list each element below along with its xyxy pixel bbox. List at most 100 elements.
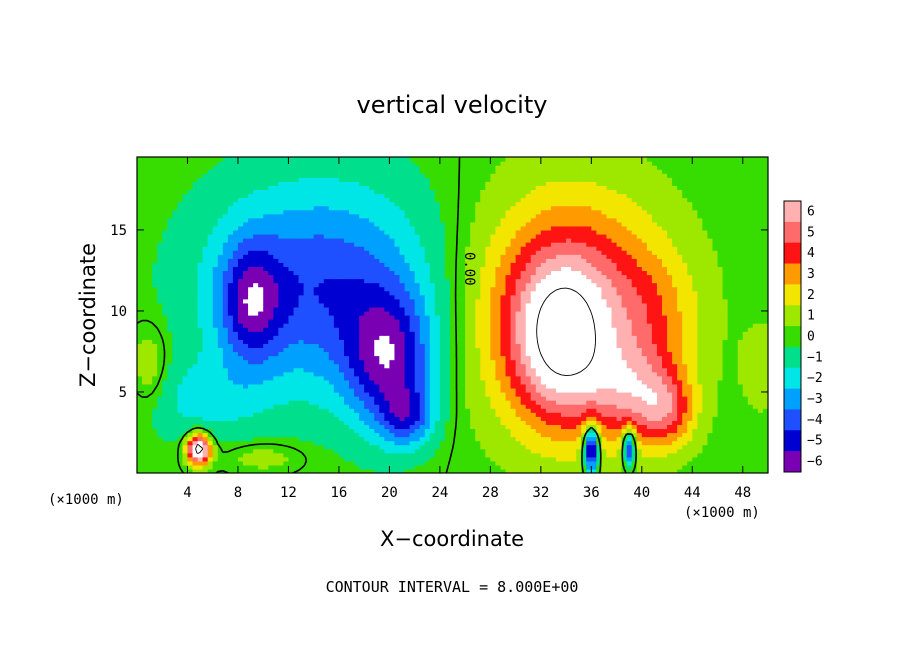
heatmap-cell bbox=[248, 460, 254, 466]
heatmap-cell bbox=[561, 420, 567, 425]
heatmap-cell bbox=[555, 420, 562, 425]
heatmap-cell bbox=[399, 359, 406, 365]
heatmap-cell bbox=[369, 347, 375, 353]
heatmap-cell bbox=[646, 347, 653, 353]
heatmap-cell bbox=[232, 383, 239, 389]
heatmap-cell bbox=[606, 323, 613, 328]
heatmap-cell bbox=[303, 351, 310, 357]
heatmap-cell bbox=[651, 428, 658, 434]
heatmap-cell bbox=[752, 391, 759, 397]
heatmap-cell bbox=[757, 456, 764, 462]
heatmap-cell bbox=[742, 351, 749, 357]
heatmap-cell bbox=[747, 339, 754, 344]
heatmap-cell bbox=[202, 379, 209, 385]
heatmap-cell bbox=[449, 363, 456, 369]
heatmap-cell bbox=[576, 468, 582, 473]
heatmap-cell bbox=[333, 347, 340, 353]
heatmap-cell bbox=[338, 412, 345, 417]
heatmap-cell bbox=[298, 319, 305, 324]
heatmap-cell bbox=[389, 327, 396, 332]
heatmap-cell bbox=[293, 383, 300, 389]
heatmap-cell bbox=[328, 387, 335, 393]
heatmap-cell bbox=[480, 327, 486, 332]
heatmap-cell bbox=[439, 379, 446, 385]
heatmap-cell bbox=[399, 323, 406, 328]
heatmap-cell bbox=[636, 319, 643, 324]
heatmap-cell bbox=[490, 391, 497, 397]
heatmap-cell bbox=[323, 371, 330, 377]
heatmap-cell bbox=[303, 416, 310, 421]
heatmap-cell bbox=[616, 464, 623, 470]
heatmap-cell bbox=[717, 468, 724, 473]
heatmap-cell bbox=[616, 448, 623, 454]
heatmap-cell bbox=[561, 315, 567, 320]
heatmap-cell bbox=[404, 387, 411, 393]
heatmap-cell bbox=[399, 440, 406, 446]
heatmap-cell bbox=[545, 323, 552, 328]
heatmap-cell bbox=[424, 323, 431, 328]
heatmap-cell bbox=[596, 351, 603, 357]
heatmap-cell bbox=[424, 400, 431, 405]
heatmap-cell bbox=[424, 351, 431, 357]
heatmap-cell bbox=[475, 456, 481, 462]
heatmap-cell bbox=[636, 420, 643, 425]
heatmap-cell bbox=[399, 347, 406, 353]
heatmap-cell bbox=[702, 371, 709, 377]
heatmap-cell bbox=[702, 400, 709, 405]
heatmap-cell bbox=[177, 436, 184, 442]
heatmap-cell bbox=[419, 448, 426, 454]
heatmap-cell bbox=[374, 367, 380, 373]
heatmap-cell bbox=[677, 416, 683, 421]
heatmap-cell bbox=[424, 404, 431, 409]
heatmap-cell bbox=[414, 460, 421, 466]
heatmap-cell bbox=[586, 363, 592, 369]
heatmap-cell bbox=[273, 335, 279, 340]
heatmap-cell bbox=[328, 379, 335, 385]
heatmap-cell bbox=[596, 383, 603, 389]
heatmap-cell bbox=[354, 391, 360, 397]
heatmap-cell bbox=[520, 375, 527, 381]
heatmap-cell bbox=[611, 440, 618, 446]
heatmap-cell bbox=[424, 452, 431, 458]
heatmap-cell bbox=[656, 400, 663, 405]
heatmap-cell bbox=[566, 331, 572, 336]
heatmap-cell bbox=[550, 327, 557, 332]
heatmap-cell bbox=[248, 420, 254, 425]
heatmap-cell bbox=[182, 391, 189, 397]
heatmap-cell bbox=[343, 436, 350, 442]
heatmap-cell bbox=[515, 379, 522, 385]
heatmap-cell bbox=[142, 343, 148, 349]
heatmap-cell bbox=[157, 452, 163, 458]
heatmap-cell bbox=[581, 396, 587, 401]
heatmap-cell bbox=[717, 448, 724, 454]
heatmap-cell bbox=[152, 428, 158, 434]
heatmap-cell bbox=[757, 400, 764, 405]
heatmap-cell bbox=[571, 420, 577, 425]
heatmap-cell bbox=[495, 375, 502, 381]
heatmap-cell bbox=[545, 460, 552, 466]
heatmap-cell bbox=[364, 396, 370, 401]
heatmap-cell bbox=[384, 412, 390, 417]
heatmap-cell bbox=[263, 359, 269, 365]
heatmap-cell bbox=[157, 347, 163, 353]
heatmap-cell bbox=[616, 367, 623, 373]
heatmap-cell bbox=[202, 428, 209, 434]
heatmap-cell bbox=[475, 464, 481, 470]
heatmap-cell bbox=[354, 456, 360, 462]
heatmap-cell bbox=[364, 363, 370, 369]
heatmap-cell bbox=[278, 387, 284, 393]
heatmap-cell bbox=[762, 436, 768, 442]
heatmap-cell bbox=[338, 310, 345, 316]
heatmap-cell bbox=[495, 424, 502, 430]
heatmap-cell bbox=[399, 315, 406, 320]
heatmap-cell bbox=[727, 363, 734, 369]
heatmap-cell bbox=[656, 464, 663, 470]
heatmap-cell bbox=[520, 460, 527, 466]
heatmap-cell bbox=[227, 331, 234, 336]
heatmap-cell bbox=[480, 371, 486, 377]
heatmap-cell bbox=[687, 432, 693, 438]
heatmap-cell bbox=[485, 452, 491, 458]
heatmap-cell bbox=[697, 319, 703, 324]
heatmap-cell bbox=[661, 383, 668, 389]
heatmap-cell bbox=[409, 383, 416, 389]
